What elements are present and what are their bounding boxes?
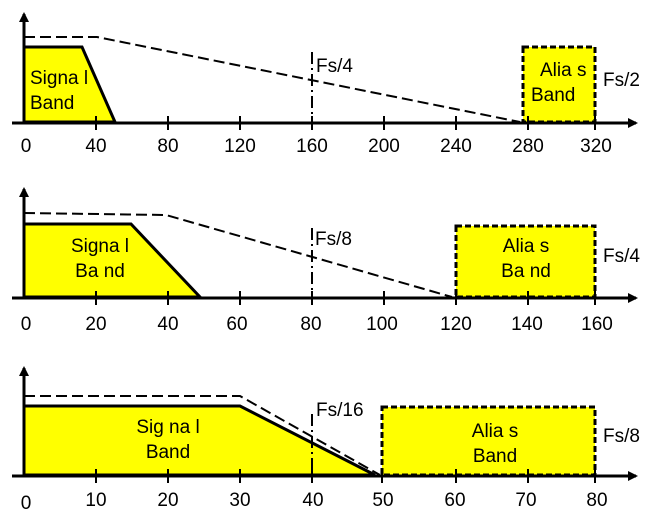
tick-label: 40 (302, 490, 323, 511)
marker-label: Fs/8 (315, 229, 352, 250)
end-label: Fs/4 (603, 246, 640, 267)
tick-label: 160 (296, 136, 328, 157)
signal-band-label-line2: Band (146, 442, 190, 463)
signal-band-label-line2: Band (30, 93, 74, 114)
tick-label: 40 (157, 314, 178, 335)
marker-label: Fs/4 (316, 56, 353, 77)
tick-label: 80 (157, 136, 178, 157)
filter-response-line (24, 36, 521, 123)
tick-label: 60 (226, 314, 247, 335)
tick-marks (95, 116, 596, 130)
tick-label: 60 (444, 490, 465, 511)
alias-band-label-line1: Alia s (503, 236, 549, 257)
tick-label: 10 (85, 490, 106, 511)
tick-label: 0 (21, 314, 32, 335)
panel-2: 0 20 40 60 80 100 120 140 160 Fs/8 Fs/4 … (12, 187, 640, 335)
filter-response-line (23, 212, 453, 298)
alias-band-label-line2: Ba nd (501, 261, 551, 282)
tick-label: 140 (511, 314, 543, 335)
alias-band (380, 405, 597, 477)
signal-band-label-line1: Signa l (30, 68, 88, 89)
tick-label: 70 (515, 490, 536, 511)
tick-label: 0 (21, 493, 32, 514)
tick-label: 160 (581, 314, 613, 335)
marker-label: Fs/16 (316, 400, 364, 421)
alias-band-label-line2: Band (531, 85, 575, 106)
filter-response-line (24, 395, 381, 476)
panel-3: 0 10 20 30 40 50 60 70 80 Fs/16 Fs/8 Sig… (12, 366, 640, 514)
tick-label: 280 (512, 136, 544, 157)
tick-label: 30 (229, 490, 250, 511)
tick-label: 100 (366, 314, 398, 335)
tick-marks (95, 469, 596, 483)
tick-label: 20 (157, 490, 178, 511)
tick-label: 80 (586, 490, 607, 511)
tick-label: 120 (440, 314, 472, 335)
tick-label: 320 (580, 136, 612, 157)
tick-label: 40 (85, 136, 106, 157)
panel-1: 0 40 80 120 160 200 240 280 320 Fs/4 Fs/… (12, 12, 640, 157)
tick-label: 120 (224, 136, 256, 157)
end-label: Fs/2 (603, 70, 640, 91)
tick-label: 50 (372, 490, 393, 511)
alias-band-label-line1: Alia s (540, 60, 586, 81)
tick-label: 200 (368, 136, 400, 157)
tick-label: 80 (300, 314, 321, 335)
signal-band-label-line1: Sig na l (136, 417, 199, 438)
tick-label: 240 (440, 136, 472, 157)
tick-label: 0 (21, 136, 32, 157)
signal-band-label-line2: Ba nd (75, 261, 125, 282)
tick-marks (95, 291, 596, 305)
signal-band-label-line1: Signa l (71, 236, 129, 257)
alias-band-label-line2: Band (473, 446, 517, 467)
alias-band-label-line1: Alia s (472, 421, 518, 442)
end-label: Fs/8 (603, 426, 640, 447)
tick-label: 20 (85, 314, 106, 335)
